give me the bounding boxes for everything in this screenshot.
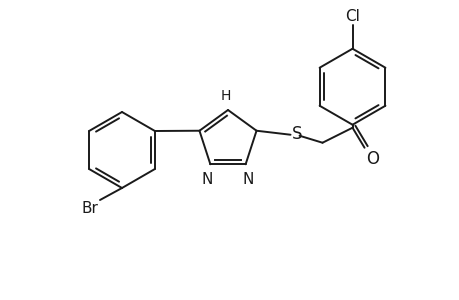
Text: N: N [242, 172, 254, 187]
Text: H: H [220, 89, 231, 103]
Text: S: S [291, 125, 302, 143]
Text: Cl: Cl [344, 9, 359, 24]
Text: Br: Br [81, 201, 98, 216]
Text: N: N [201, 172, 213, 187]
Text: O: O [366, 150, 379, 168]
